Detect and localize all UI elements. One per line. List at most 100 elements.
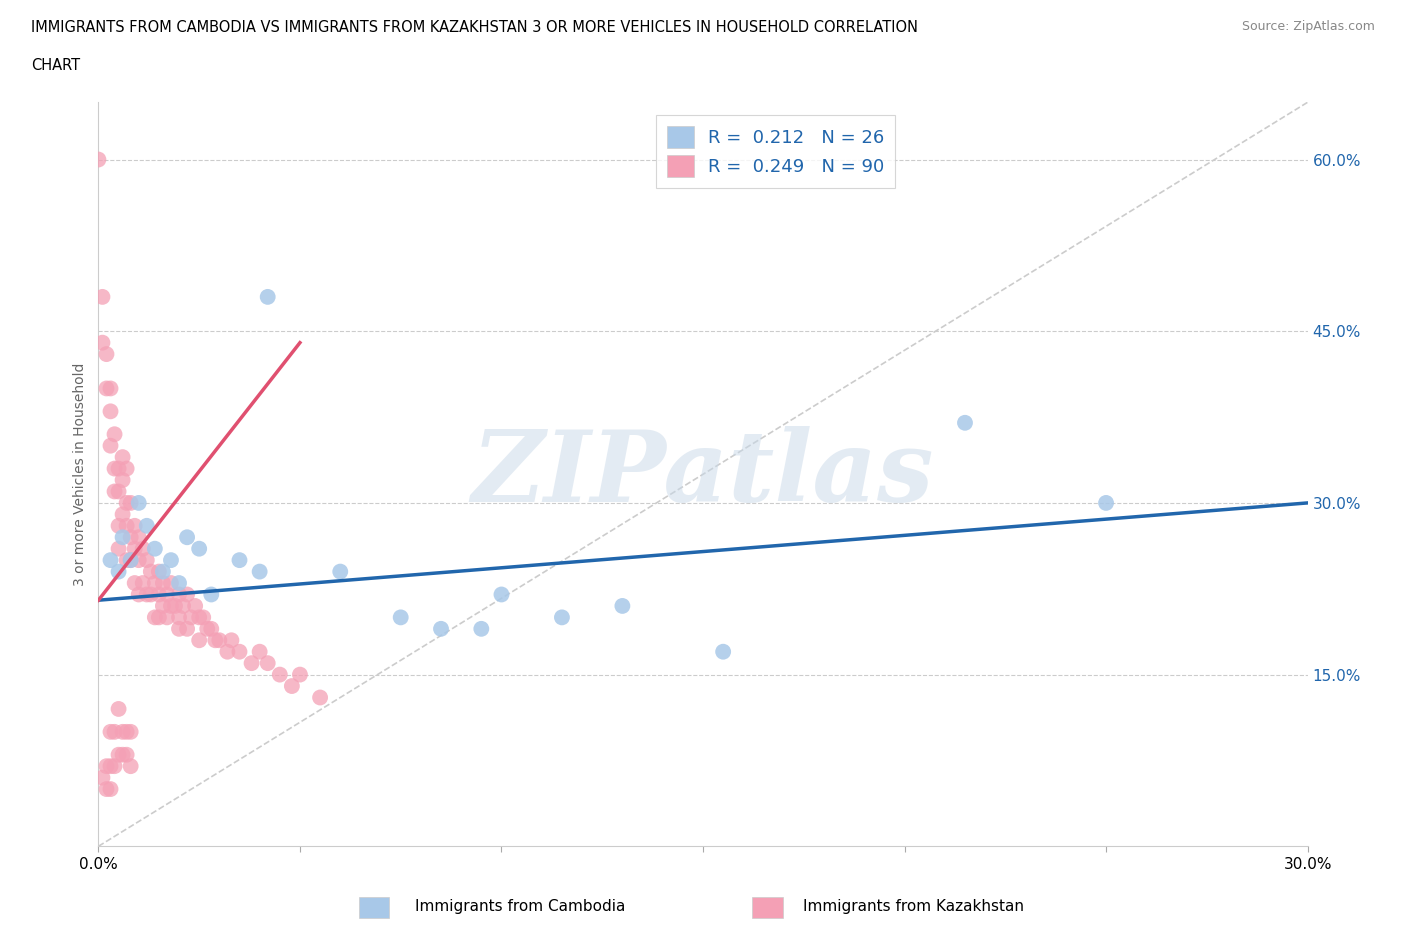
Point	[176, 587, 198, 602]
Point	[156, 587, 179, 602]
Point	[132, 576, 155, 591]
Point	[249, 644, 271, 659]
Point	[100, 781, 122, 796]
Point	[128, 587, 150, 602]
Point	[204, 632, 226, 647]
Point	[100, 438, 122, 453]
Point	[167, 576, 190, 591]
Point	[200, 621, 222, 636]
Point	[143, 610, 166, 625]
Point	[176, 621, 198, 636]
Point	[228, 552, 250, 567]
Point	[612, 599, 634, 614]
Point	[91, 335, 114, 350]
Point	[188, 632, 211, 647]
Point	[100, 552, 122, 567]
Point	[124, 541, 146, 556]
Point	[100, 759, 122, 774]
Text: Immigrants from Kazakhstan: Immigrants from Kazakhstan	[803, 899, 1025, 914]
Point	[160, 576, 183, 591]
Point	[148, 565, 170, 579]
Point	[389, 610, 412, 625]
Point	[103, 484, 125, 498]
Point	[120, 530, 142, 545]
Point	[128, 496, 150, 511]
Point	[91, 770, 114, 785]
Point	[176, 530, 198, 545]
Point	[217, 644, 239, 659]
Point	[124, 518, 146, 533]
Point	[139, 565, 162, 579]
Point	[148, 587, 170, 602]
Point	[115, 748, 138, 763]
Point	[96, 759, 118, 774]
Point	[172, 599, 194, 614]
Point	[107, 461, 129, 476]
Point	[100, 381, 122, 396]
Point	[100, 724, 122, 739]
Point	[160, 552, 183, 567]
Y-axis label: 3 or more Vehicles in Household: 3 or more Vehicles in Household	[73, 363, 87, 586]
Point	[115, 552, 138, 567]
Point	[120, 724, 142, 739]
Point	[193, 610, 215, 625]
Point	[103, 759, 125, 774]
Text: CHART: CHART	[31, 58, 80, 73]
Point	[107, 565, 129, 579]
Point	[711, 644, 734, 659]
Point	[309, 690, 332, 705]
Point	[148, 610, 170, 625]
Point	[195, 621, 218, 636]
Point	[143, 576, 166, 591]
Point	[156, 610, 179, 625]
Point	[107, 748, 129, 763]
Point	[470, 621, 492, 636]
Text: IMMIGRANTS FROM CAMBODIA VS IMMIGRANTS FROM KAZAKHSTAN 3 OR MORE VEHICLES IN HOU: IMMIGRANTS FROM CAMBODIA VS IMMIGRANTS F…	[31, 20, 918, 35]
Point	[167, 587, 190, 602]
Point	[107, 484, 129, 498]
Point	[96, 347, 118, 362]
Point	[143, 541, 166, 556]
Point	[128, 552, 150, 567]
Point	[139, 587, 162, 602]
Point	[96, 381, 118, 396]
Text: Immigrants from Cambodia: Immigrants from Cambodia	[415, 899, 626, 914]
Point	[135, 518, 157, 533]
Point	[107, 701, 129, 716]
Point	[288, 667, 311, 682]
Point	[152, 565, 174, 579]
Point	[163, 599, 186, 614]
Point	[107, 541, 129, 556]
Point	[87, 153, 110, 167]
Point	[111, 530, 134, 545]
Legend: R =  0.212   N = 26, R =  0.249   N = 90: R = 0.212 N = 26, R = 0.249 N = 90	[655, 115, 896, 188]
Point	[111, 507, 134, 522]
Point	[111, 748, 134, 763]
Point	[188, 541, 211, 556]
Point	[128, 530, 150, 545]
Point	[96, 781, 118, 796]
Point	[103, 461, 125, 476]
Point	[167, 621, 190, 636]
Point	[120, 496, 142, 511]
Point	[115, 461, 138, 476]
Point	[111, 450, 134, 465]
Point	[249, 565, 271, 579]
Point	[103, 724, 125, 739]
Point	[256, 656, 278, 671]
Point	[115, 518, 138, 533]
Point	[180, 610, 202, 625]
Point	[115, 496, 138, 511]
Point	[208, 632, 231, 647]
Point	[1095, 496, 1118, 511]
Point	[184, 599, 207, 614]
Point	[256, 289, 278, 304]
Point	[953, 416, 976, 431]
Point	[135, 552, 157, 567]
Point	[120, 552, 142, 567]
Point	[120, 552, 142, 567]
Point	[269, 667, 291, 682]
Point	[551, 610, 574, 625]
Point	[91, 289, 114, 304]
Point	[120, 759, 142, 774]
